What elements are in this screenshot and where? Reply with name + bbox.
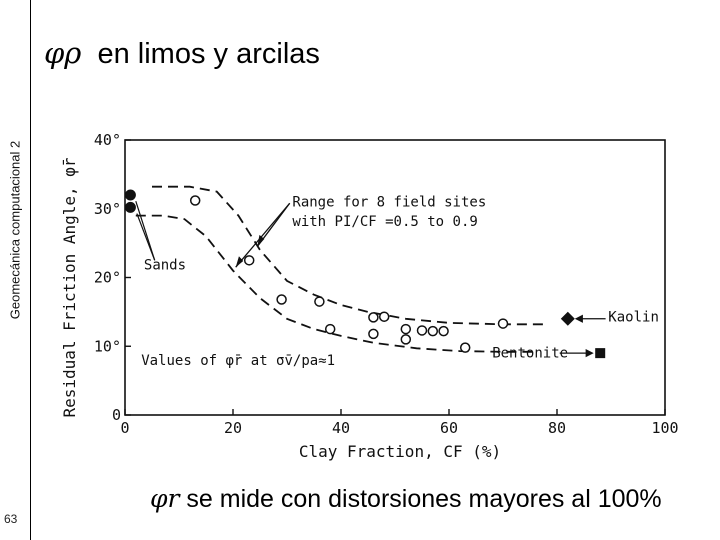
- field-site-point: [368, 312, 379, 323]
- slide-title: φρ en limos y arcilas: [44, 36, 320, 71]
- field-site-point: [400, 323, 412, 335]
- caption-text: se mide con distorsiones mayores al 100%: [186, 485, 662, 513]
- field-site-point: [427, 325, 439, 337]
- data-points: [124, 189, 606, 359]
- x-tick-label: 0: [120, 419, 129, 437]
- x-tick-label: 100: [651, 419, 678, 437]
- sidebar-course-text: Geomecánica computacional 2: [7, 140, 23, 320]
- x-tick-label: 80: [548, 419, 566, 437]
- field-site-point: [438, 325, 449, 337]
- plot-frame: [124, 139, 666, 416]
- sands-label: Sands: [144, 257, 186, 273]
- range-label-line2: with PI/CF =0.5 to 0.9: [292, 214, 477, 230]
- field-site-point: [189, 195, 201, 206]
- field-site-point: [314, 296, 325, 307]
- field-site-point: [400, 334, 412, 345]
- caption-symbol: φr: [150, 484, 180, 513]
- field-site-point: [276, 294, 287, 305]
- x-tick-label: 20: [224, 419, 242, 437]
- range-arrowhead-lower: [235, 256, 244, 268]
- title-symbol: φρ: [44, 36, 82, 70]
- sidebar-divider: [30, 0, 31, 540]
- y-axis-title: Residual Friction Angle, φ̄r: [60, 157, 79, 417]
- sand-point: [124, 189, 136, 201]
- sidebar: Geomecánica computacional 2 63: [0, 0, 30, 540]
- page-number: 63: [4, 512, 18, 526]
- x-axis-title: Clay Fraction, CF (%): [299, 442, 501, 461]
- x-tick-label: 40: [332, 419, 350, 437]
- field-site-point: [416, 325, 428, 336]
- range-arrowhead-upper: [257, 234, 265, 247]
- x-tick-label: 60: [440, 419, 458, 437]
- sand-point: [124, 201, 136, 213]
- residual-friction-chart: 0 20 40 60 80 100 0 10° 20° 30° 40° Clay Fraction, …: [60, 131, 679, 461]
- range-bounds: [135, 185, 547, 353]
- field-site-point: [378, 311, 390, 322]
- upper-bound-line: [152, 185, 547, 326]
- slide-caption: φr se mide con distorsiones mayores al 1…: [150, 484, 662, 514]
- y-tick-label: 20°: [94, 269, 121, 287]
- bentonite-arrowhead: [585, 349, 594, 358]
- y-tick-label: 10°: [94, 337, 121, 355]
- kaolin-point: [560, 311, 575, 326]
- field-site-point: [368, 328, 379, 340]
- field-site-point: [243, 255, 255, 266]
- chart-annotations: Range for 8 field sites with PI/CF =0.5 t…: [135, 195, 659, 369]
- lower-bound-line: [135, 214, 536, 353]
- kaolin-label: Kaolin: [608, 310, 659, 326]
- y-tick-label: 30°: [94, 200, 121, 218]
- bentonite-label: Bentonite: [492, 345, 568, 361]
- field-site-point: [459, 342, 471, 353]
- chart-axes: 0 20 40 60 80 100 0 10° 20° 30° 40° Clay Fraction, …: [60, 131, 679, 461]
- field-site-point: [324, 323, 336, 335]
- y-tick-label: 40°: [94, 131, 121, 149]
- sidebar-course-label: Geomecánica computacional 2: [2, 70, 28, 390]
- title-text: en limos y arcilas: [97, 38, 320, 70]
- values-note: Values of φ̄r at σ̄v/pa≈1: [141, 353, 335, 369]
- y-tick-label: 0: [112, 406, 121, 424]
- sands-arrow-upper: [135, 201, 156, 261]
- range-arrow-lower: [235, 202, 291, 268]
- field-site-point: [497, 318, 509, 329]
- bentonite-point: [595, 348, 606, 359]
- range-label-line1: Range for 8 field sites: [292, 195, 486, 211]
- kaolin-arrowhead: [574, 314, 583, 323]
